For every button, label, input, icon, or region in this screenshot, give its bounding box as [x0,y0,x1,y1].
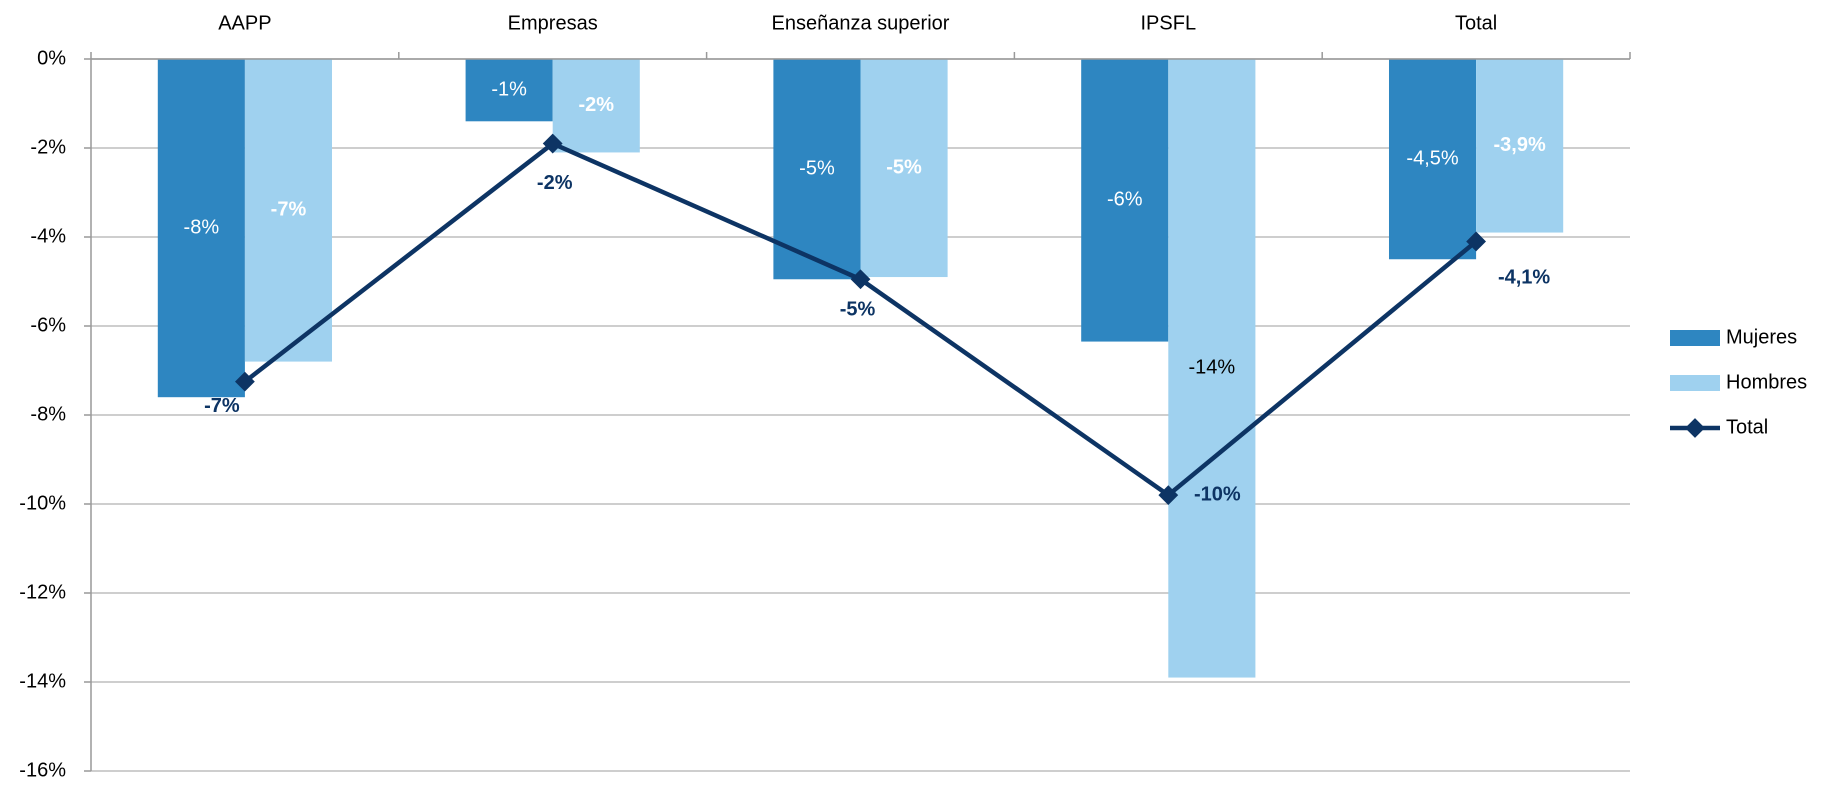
data-label: -8% [184,216,220,238]
legend-swatch [1670,330,1720,346]
line-marker [235,371,255,392]
x-tick-label: Total [1455,12,1497,34]
legend-swatch [1685,418,1705,438]
legend-label: Hombres [1726,371,1807,393]
y-tick-label: -2% [30,136,66,158]
bar [157,59,245,398]
line-marker [1466,231,1486,252]
bar [1081,59,1169,342]
y-tick-label: -12% [19,581,66,603]
bar [1168,59,1256,678]
line-marker [850,269,871,290]
y-tick-label: -16% [19,759,66,781]
data-label: -2% [537,172,573,194]
data-label: -5% [886,156,922,178]
y-tick-label: -10% [19,492,66,514]
data-label: -4,5% [1406,147,1458,169]
bar [244,59,333,362]
data-label: -7% [204,395,240,417]
data-label: -5% [799,157,835,179]
x-tick-label: Empresas [508,12,598,34]
bar [1388,59,1477,260]
data-label: -1% [491,78,527,100]
bar [860,59,948,278]
y-tick-label: -8% [30,403,66,425]
x-tick-label: IPSFL [1141,12,1197,34]
line-marker [1158,485,1179,505]
data-label: -7% [271,199,307,221]
y-tick-label: -4% [30,225,66,247]
bar [465,59,553,122]
y-tick-label: -14% [19,670,66,692]
x-tick-label: AAPP [218,12,271,34]
bar [1476,59,1564,233]
legend-label: Total [1726,416,1768,438]
data-label: -5% [840,299,876,321]
data-label: -10% [1194,483,1241,505]
legend-swatch [1670,375,1720,391]
data-label: -3,9% [1494,134,1546,156]
legend-label: Mujeres [1726,326,1797,348]
y-tick-label: -6% [30,314,66,336]
data-label: -6% [1107,189,1143,211]
y-tick-label: 0% [37,47,66,69]
data-label: -14% [1189,357,1236,379]
data-label: -4,1% [1498,267,1550,289]
bar [552,59,640,153]
bar [773,59,861,280]
data-label: -2% [578,94,614,116]
x-tick-label: Enseñanza superior [772,12,950,34]
